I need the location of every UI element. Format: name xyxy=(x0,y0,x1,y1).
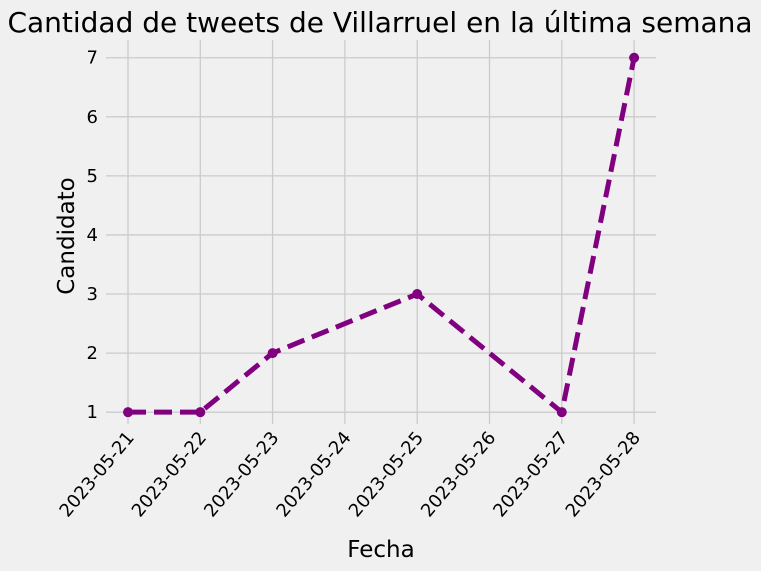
series-group xyxy=(123,52,640,418)
data-point-marker xyxy=(195,407,206,418)
chart-title: Cantidad de tweets de Villarruel en la ú… xyxy=(7,6,752,39)
data-point-marker xyxy=(556,407,567,418)
y-tick-label: 1 xyxy=(87,402,98,423)
y-tick-label: 2 xyxy=(87,343,98,364)
data-point-marker xyxy=(412,289,423,300)
data-point-marker xyxy=(123,407,133,418)
y-axis-label: Candidato xyxy=(54,177,80,295)
x-axis-label: Fecha xyxy=(347,537,414,563)
y-tick-label: 4 xyxy=(87,225,98,246)
data-point-marker xyxy=(267,348,278,359)
y-tick-label: 6 xyxy=(87,107,98,128)
y-tick-labels: 1 2 3 4 5 6 7 xyxy=(87,48,98,423)
y-tick-label: 5 xyxy=(87,166,98,187)
grid xyxy=(106,40,656,424)
data-point-marker xyxy=(629,52,640,63)
y-tick-label: 7 xyxy=(87,48,98,69)
y-tick-label: 3 xyxy=(87,284,98,305)
series-line xyxy=(128,57,637,415)
